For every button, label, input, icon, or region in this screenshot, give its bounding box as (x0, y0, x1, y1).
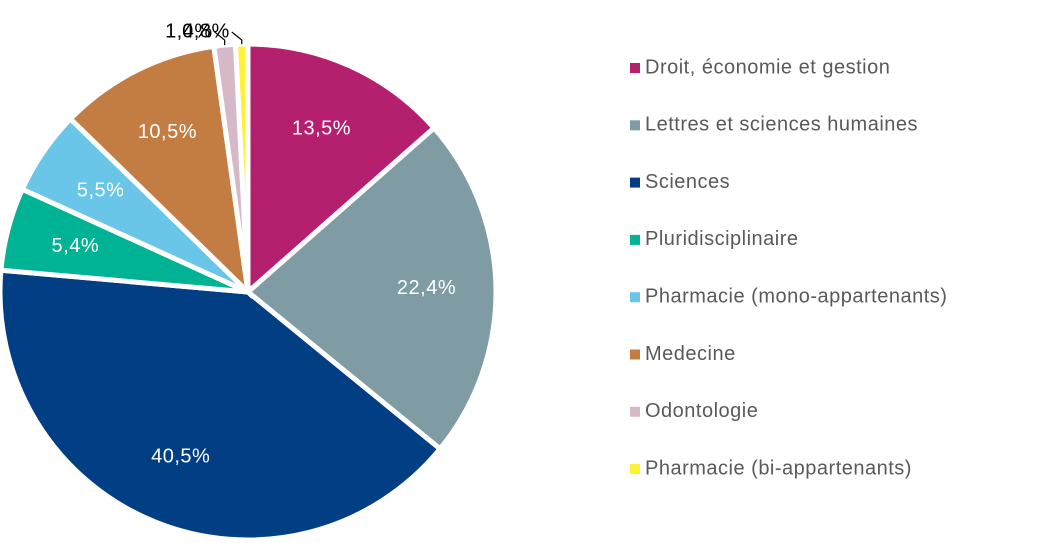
legend-label: Droit, économie et gestion (645, 56, 890, 78)
leader-line (231, 31, 243, 45)
legend-swatch (630, 464, 640, 475)
legend-label: Lettres et sciences humaines (645, 114, 918, 136)
data-label: 5,5% (77, 179, 125, 201)
data-label: 5,4% (52, 235, 100, 257)
data-label: 13,5% (292, 118, 351, 140)
legend-swatch (630, 406, 640, 417)
data-label: 0,8% (182, 20, 230, 42)
legend-swatch (630, 234, 640, 245)
pie-slice (66, 43, 252, 299)
data-label: 22,4% (397, 277, 456, 299)
pie-slice (244, 124, 499, 453)
legend-label: Pharmacie (bi-appartenants) (645, 457, 912, 479)
legend-swatch (630, 63, 640, 73)
data-label: 10,5% (138, 121, 197, 143)
legend-swatch (630, 177, 640, 188)
legend-swatch (630, 120, 640, 131)
legend-label: Pharmacie (mono-appartenants) (645, 285, 947, 307)
legend-label: Odontologie (645, 400, 758, 422)
pie-slice (0, 267, 444, 543)
legend-label: Pluridisciplinaire (645, 228, 799, 250)
leader-line (214, 31, 226, 46)
legend-label: Medecine (645, 343, 736, 365)
pie-slice (245, 41, 438, 298)
legend-swatch (630, 349, 640, 360)
legend-label: Sciences (645, 171, 730, 193)
data-label: 40,5% (151, 446, 210, 468)
legend-swatch (630, 292, 640, 303)
data-label: 1,4% (165, 20, 213, 42)
